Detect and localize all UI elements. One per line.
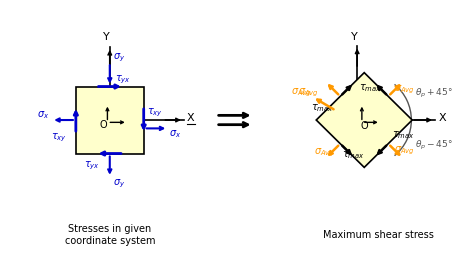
Text: $\sigma_y$: $\sigma_y$ xyxy=(113,178,125,190)
Text: $\sigma_x$: $\sigma_x$ xyxy=(37,109,49,121)
Text: $\tau_{xy}$: $\tau_{xy}$ xyxy=(146,107,163,119)
Text: $\tau_{xy}$: $\tau_{xy}$ xyxy=(51,132,67,144)
Text: $\tau_{max}$: $\tau_{max}$ xyxy=(392,129,415,141)
Text: $\sigma_{Avg}$: $\sigma_{Avg}$ xyxy=(394,145,415,157)
Polygon shape xyxy=(316,73,412,167)
Bar xyxy=(76,87,144,153)
Text: Stresses in given
coordinate system: Stresses in given coordinate system xyxy=(64,224,155,246)
Text: O: O xyxy=(361,121,369,131)
Text: $\sigma_{Avg}$: $\sigma_{Avg}$ xyxy=(314,146,335,159)
Text: $\tau_{max}$: $\tau_{max}$ xyxy=(342,150,365,162)
Text: O: O xyxy=(100,120,107,130)
Text: $\sigma_x$: $\sigma_x$ xyxy=(169,128,182,140)
Text: $\sigma_{Avg}$: $\sigma_{Avg}$ xyxy=(298,86,319,99)
Text: $\theta_p-45°$: $\theta_p-45°$ xyxy=(415,138,453,151)
Text: Y: Y xyxy=(103,32,110,42)
Text: $\tau_{max}$: $\tau_{max}$ xyxy=(359,82,382,94)
Text: X: X xyxy=(438,113,447,123)
Text: $\tau_{yx}$: $\tau_{yx}$ xyxy=(84,160,100,172)
Text: $\sigma_{Avg}$: $\sigma_{Avg}$ xyxy=(291,87,312,99)
Text: X: X xyxy=(187,113,195,123)
Text: Y: Y xyxy=(350,32,357,42)
Text: $\theta_p+45°$: $\theta_p+45°$ xyxy=(415,87,453,100)
Text: $\tau_{max}$: $\tau_{max}$ xyxy=(311,102,334,114)
Text: $\sigma_{Avg}$: $\sigma_{Avg}$ xyxy=(394,83,415,96)
Text: $\sigma_y$: $\sigma_y$ xyxy=(113,52,125,64)
Text: Maximum shear stress: Maximum shear stress xyxy=(323,230,434,240)
Text: $\tau_{yx}$: $\tau_{yx}$ xyxy=(116,73,131,86)
